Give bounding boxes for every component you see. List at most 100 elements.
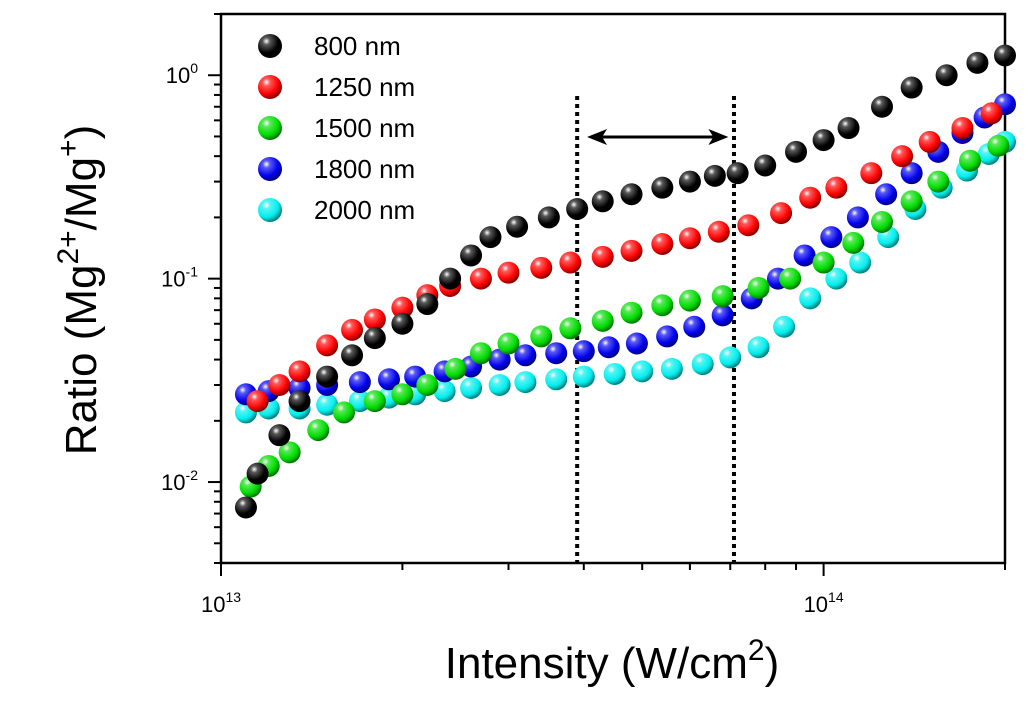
y-axis-title-sup1: 2+: [52, 230, 85, 264]
data-point: [980, 102, 1003, 125]
data-point: [391, 296, 414, 319]
data-point: [514, 371, 537, 394]
data-point: [747, 276, 770, 299]
y-tick-label-exp: -2: [186, 467, 199, 483]
data-point: [770, 202, 793, 225]
data-point: [316, 393, 339, 416]
data-point: [812, 251, 835, 274]
data-point: [363, 308, 386, 331]
data-point: [620, 239, 643, 262]
data-point: [278, 441, 301, 464]
data-point: [620, 301, 643, 324]
data-point: [918, 130, 941, 153]
data-point: [348, 371, 371, 394]
data-point: [785, 140, 808, 163]
data-point: [987, 134, 1010, 157]
y-tick-label: 10-2: [161, 467, 198, 495]
legend-marker: [258, 34, 282, 58]
x-tick-label-base: 10: [201, 592, 225, 617]
data-point: [860, 162, 883, 185]
data-point: [460, 244, 483, 267]
data-point: [363, 327, 386, 350]
data-point: [660, 357, 683, 380]
data-point: [966, 51, 989, 74]
x-tick-label-exp: 13: [225, 589, 241, 605]
y-tick-label-base: 10: [166, 63, 190, 88]
data-point: [900, 162, 923, 185]
data-point: [246, 462, 269, 485]
legend-marker: [258, 198, 282, 222]
data-point: [846, 206, 869, 229]
data-point: [341, 318, 364, 341]
legend-label: 800 nm: [314, 31, 401, 61]
double-arrow-right-head: [708, 129, 729, 145]
data-point: [497, 332, 520, 355]
data-point: [754, 154, 777, 177]
legend-label: 1250 nm: [314, 72, 415, 102]
data-point: [572, 365, 595, 388]
data-point: [439, 267, 462, 290]
data-point: [341, 344, 364, 367]
data-point: [779, 267, 802, 290]
data-point: [825, 267, 848, 290]
y-tick-label: 100: [166, 60, 198, 88]
data-point: [719, 346, 742, 369]
data-point: [812, 129, 835, 152]
data-point: [316, 334, 339, 357]
data-point: [707, 220, 730, 243]
data-point: [656, 325, 679, 348]
data-point: [837, 117, 860, 140]
data-point: [793, 244, 816, 267]
legend-marker: [258, 116, 282, 140]
data-point: [959, 149, 982, 172]
data-point: [651, 176, 674, 199]
x-axis-title-main: Intensity (W/cm: [445, 639, 748, 688]
data-point: [288, 360, 311, 383]
data-point: [927, 170, 950, 193]
data-point: [726, 162, 749, 185]
data-point: [820, 226, 843, 249]
data-point: [497, 261, 520, 284]
data-point: [825, 176, 848, 199]
y-axis-title-sup2: +: [52, 139, 85, 157]
data-point: [433, 380, 456, 403]
x-tick-label-base: 10: [804, 592, 828, 617]
data-point: [514, 344, 537, 367]
data-point: [631, 360, 654, 383]
data-point: [651, 294, 674, 317]
legend-marker: [258, 75, 282, 99]
y-axis-title: Ratio (Mg2+/Mg+): [52, 125, 106, 455]
data-point: [559, 251, 582, 274]
x-tick-label: 1013: [201, 589, 241, 617]
data-point: [747, 336, 770, 359]
data-point: [678, 170, 701, 193]
data-point: [391, 312, 414, 335]
data-point: [391, 383, 414, 406]
data-point: [288, 390, 311, 413]
series-1500-nm: [239, 134, 1010, 498]
data-point: [591, 309, 614, 332]
data-point: [875, 183, 898, 206]
data-point: [506, 215, 529, 238]
data-point: [799, 186, 822, 209]
data-point: [488, 374, 511, 397]
x-axis-title-sup: 2: [748, 634, 765, 667]
x-tick-label: 1014: [804, 589, 844, 617]
data-point: [842, 231, 865, 254]
data-point: [469, 342, 492, 365]
x-axis-title-end: ): [765, 639, 780, 688]
data-point: [416, 374, 439, 397]
x-tick-label-exp: 14: [828, 589, 844, 605]
data-point: [377, 368, 400, 391]
data-point: [530, 325, 553, 348]
data-point: [603, 362, 626, 385]
data-point: [572, 340, 595, 363]
y-tick-label-exp: -1: [186, 264, 199, 280]
y-axis-title-mid: /Mg: [57, 157, 106, 230]
data-point: [416, 293, 439, 316]
data-point: [620, 183, 643, 206]
data-point: [900, 76, 923, 99]
y-axis-title-end: ): [57, 125, 106, 140]
